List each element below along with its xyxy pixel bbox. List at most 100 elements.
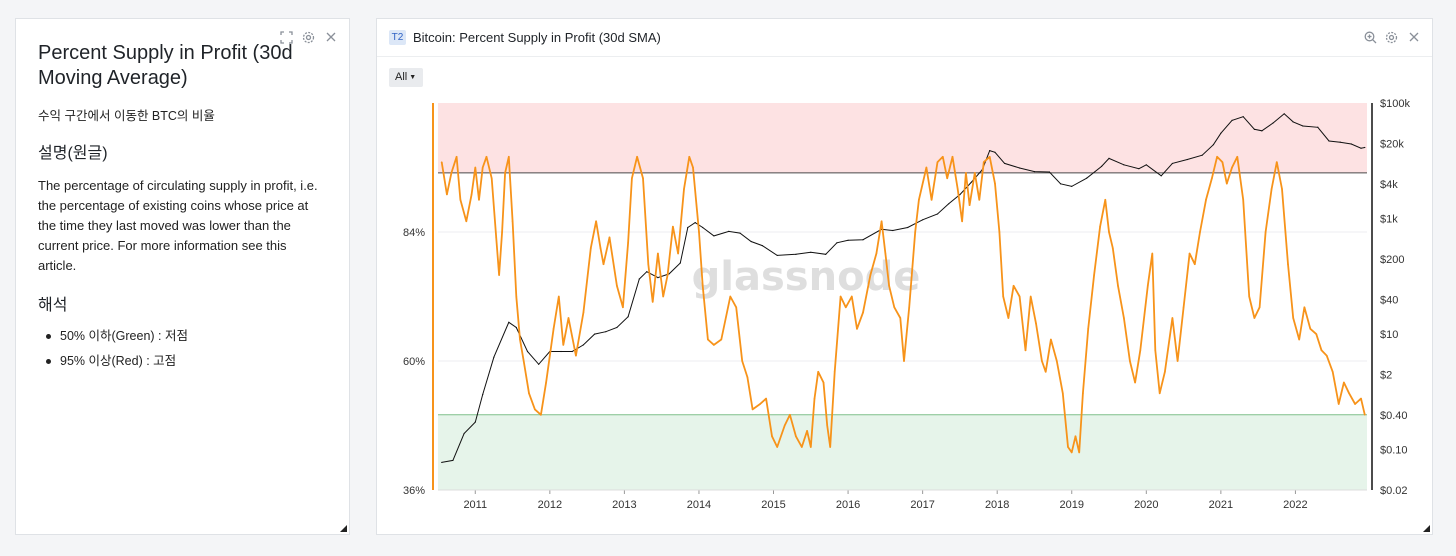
x-tick-label: 2019 (1060, 499, 1084, 511)
profit-point (446, 193, 448, 196)
profit-point (741, 360, 743, 362)
range-select-label: All (395, 71, 408, 83)
profit-point (771, 435, 773, 438)
profit-point (720, 338, 723, 341)
price-point (1018, 167, 1021, 169)
price-point (795, 253, 797, 255)
profit-point (1099, 225, 1101, 228)
profit-point (567, 317, 570, 319)
x-tick-label: 2018 (985, 499, 1009, 511)
profit-point (956, 188, 959, 190)
profit-point (534, 408, 536, 411)
price-point (679, 262, 681, 264)
profit-point (692, 166, 694, 169)
profit-point (590, 247, 592, 249)
profit-point (951, 155, 954, 158)
price-point (1033, 170, 1036, 173)
price-point (892, 229, 894, 232)
profit-point (459, 198, 462, 201)
profit-point (1024, 349, 1027, 352)
gear-icon[interactable] (1385, 31, 1398, 44)
price-point (1123, 164, 1125, 166)
profit-point (925, 166, 928, 169)
zoom-icon[interactable] (1364, 31, 1377, 44)
profit-point (688, 155, 691, 158)
profit-point (1139, 349, 1142, 352)
profit-point (941, 155, 944, 158)
y-right-tick-label: $0.10 (1380, 445, 1408, 457)
price-point (1201, 154, 1203, 156)
price-point (847, 239, 849, 241)
price-point (1212, 144, 1215, 146)
profit-point (1158, 392, 1161, 395)
price-point (1317, 126, 1319, 128)
resize-handle[interactable] (340, 525, 347, 532)
profit-point (1029, 295, 1032, 298)
description-panel: Percent Supply in Profit (30d Moving Ave… (15, 18, 350, 535)
profit-point (1325, 354, 1328, 357)
profit-point (1129, 360, 1131, 362)
price-point (605, 331, 607, 333)
profit-point (1151, 252, 1154, 255)
profit-point (826, 424, 828, 427)
x-tick-label: 2011 (463, 499, 487, 511)
fullscreen-icon[interactable] (280, 31, 293, 44)
profit-point (701, 284, 704, 287)
price-point (694, 222, 696, 224)
chart-panel: T2 Bitcoin: Percent Supply in Profit (30… (376, 18, 1433, 535)
profit-point (713, 344, 715, 346)
profit-point (501, 231, 503, 233)
chart-area[interactable]: glassnode 84% 60% 36% $100k $20k $4k $1k $200 $4… (377, 19, 1434, 536)
profit-point (965, 172, 967, 174)
profit-point (806, 430, 808, 432)
price-point (862, 239, 864, 241)
price-point (1071, 185, 1073, 188)
price-point (1350, 143, 1352, 145)
profit-point (582, 311, 585, 314)
profit-point (1012, 284, 1015, 287)
price-point (1360, 147, 1362, 149)
x-tick-label: 2020 (1134, 499, 1158, 511)
profit-point (511, 220, 514, 223)
price-point (1108, 157, 1110, 159)
profit-point (595, 220, 597, 223)
y-right-tick-label: $2 (1380, 369, 1392, 381)
profit-point (845, 306, 847, 309)
price-point (526, 350, 529, 353)
price-point (1171, 162, 1174, 165)
y-left-tick-label: 84% (403, 227, 425, 239)
price-point (582, 344, 584, 346)
profit-point (1309, 327, 1312, 330)
price-point (1086, 177, 1088, 179)
profit-point (783, 424, 786, 427)
profit-point (776, 446, 779, 448)
profit-point (1348, 392, 1350, 395)
price-point (1328, 140, 1330, 142)
profit-point (961, 220, 963, 223)
profit-series-line (440, 155, 1366, 454)
profit-point (1154, 349, 1157, 352)
x-tick-label: 2016 (836, 499, 860, 511)
resize-handle[interactable] (1423, 525, 1430, 532)
close-icon[interactable] (325, 31, 337, 43)
price-point (776, 254, 778, 257)
profit-point (903, 360, 905, 362)
profit-point (608, 236, 611, 239)
profit-point (946, 177, 949, 180)
profit-point (1117, 284, 1119, 287)
x-tick-label: 2014 (687, 499, 711, 511)
price-point (1100, 165, 1103, 167)
range-select[interactable]: All ▼ (389, 68, 423, 87)
profit-point (1087, 327, 1089, 330)
profit-point (1211, 177, 1213, 180)
x-tick-label: 2021 (1209, 499, 1233, 511)
price-point (739, 232, 741, 234)
profit-point (1176, 360, 1179, 362)
close-icon[interactable] (1408, 31, 1420, 43)
profit-point (795, 435, 797, 438)
profit-point (1104, 198, 1107, 201)
gear-icon[interactable] (302, 31, 315, 44)
profit-point (1281, 188, 1283, 190)
profit-point (822, 381, 825, 384)
price-point (441, 461, 443, 464)
